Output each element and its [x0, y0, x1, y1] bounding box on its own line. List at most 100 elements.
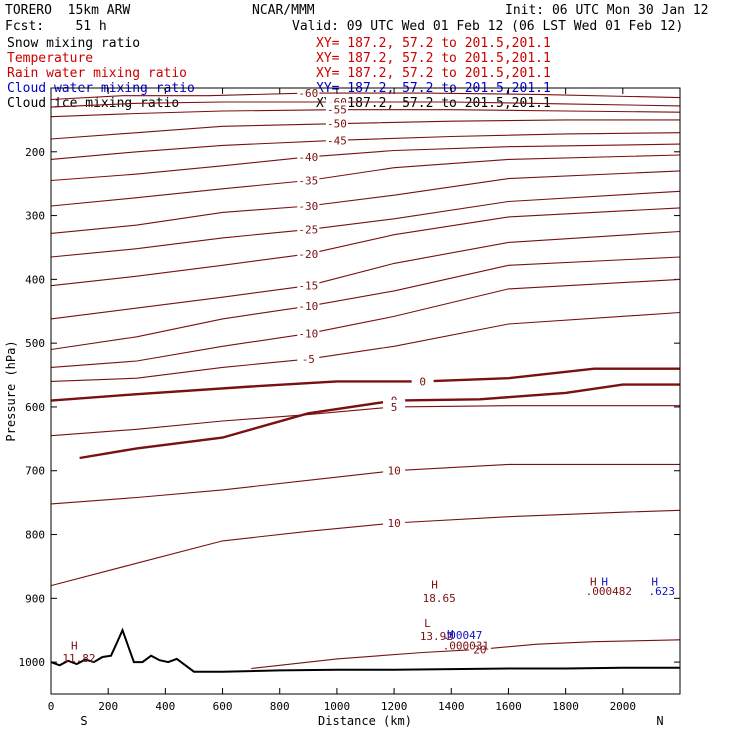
- extremum-annotation: .000482: [586, 585, 632, 598]
- isotherm-label: -45: [327, 134, 347, 147]
- y-tick-label: 600: [25, 401, 45, 414]
- terrain-line: [50, 627, 680, 673]
- extremum-annotation: L: [424, 617, 431, 630]
- y-tick-label: 500: [25, 337, 45, 350]
- isotherm-label-bg: [297, 173, 320, 186]
- isotherm-label: -10: [298, 328, 318, 341]
- x-tick-label: 400: [155, 700, 175, 713]
- isotherm-label-bg: [297, 352, 320, 365]
- extremum-annotation: H: [447, 628, 454, 641]
- x-tick-label: 1200: [381, 700, 408, 713]
- isotherm-line: [50, 311, 681, 382]
- isotherm-label-bg: [297, 246, 320, 259]
- isotherm-line: [50, 207, 681, 287]
- isotherm-label: -20: [298, 248, 318, 261]
- isotherm-label: -35: [298, 174, 318, 187]
- forecast-hour: Fcst: 51 h: [5, 19, 107, 34]
- field-name-rain: Rain water mixing ratio: [7, 66, 188, 81]
- extremum-annotation: .623: [649, 585, 676, 598]
- isotherm-label: 0: [419, 375, 426, 388]
- isotherm-label: -40: [298, 151, 318, 164]
- isotherm-label-bg: [325, 133, 348, 146]
- isotherm-line: [50, 92, 681, 101]
- extremum-annotation: .000031: [443, 639, 489, 652]
- extremum-annotation: H: [431, 579, 438, 592]
- isotherm-line: [50, 170, 681, 234]
- isotherm-label: -55: [327, 104, 347, 117]
- isotherm-label: 10: [387, 517, 400, 530]
- field-xy-snow: XY= 187.2, 57.2 to 201.5,201.1: [316, 36, 551, 51]
- y-tick-label: 200: [25, 146, 45, 159]
- isotherm-label: -25: [298, 224, 318, 237]
- isotherm-label-bg: [383, 399, 406, 412]
- isotherm-label-bg: [325, 102, 348, 115]
- isotherm-line: [50, 463, 680, 505]
- isotherm-label-bg: [383, 516, 406, 529]
- isotherm-label-bg: [297, 149, 320, 162]
- y-tick-label: 400: [25, 273, 45, 286]
- isotherm-label-bg: [297, 326, 320, 339]
- extremum-annotation: H: [590, 576, 597, 589]
- extremum-annotation: 13.92: [420, 630, 453, 643]
- isotherm-label: -50: [327, 118, 347, 131]
- isotherm-label: -10: [298, 300, 318, 313]
- x-tick-label: 600: [213, 700, 233, 713]
- y-tick-label: 700: [25, 465, 45, 478]
- plot-frame: [50, 87, 681, 695]
- isotherm-label-bg: [383, 463, 406, 476]
- extremum-annotation: H: [651, 576, 658, 589]
- isotherm-line: [50, 119, 680, 140]
- extremum-annotation: H: [71, 639, 78, 652]
- x-tick-label: 2000: [610, 700, 637, 713]
- isotherm-label: -30: [298, 200, 318, 213]
- endpoint-left-label: S: [80, 714, 87, 728]
- isotherm-label: 20: [473, 643, 486, 656]
- x-tick-label: 1600: [495, 700, 522, 713]
- isotherm-label-bg: [297, 222, 320, 235]
- agency-label: NCAR/MMM: [252, 3, 315, 18]
- y-tick-label: 800: [25, 529, 45, 542]
- isotherm-line: [50, 109, 681, 118]
- isotherm-line: [79, 383, 680, 460]
- x-tick-label: 1800: [552, 700, 579, 713]
- isotherm-line: [50, 367, 680, 402]
- extremum-annotation: 18.65: [423, 592, 456, 605]
- isotherm-label: -15: [298, 280, 318, 293]
- y-tick-label: 900: [25, 592, 45, 605]
- isotherm-label-bg: [297, 199, 320, 212]
- isotherm-label: -60: [298, 87, 318, 100]
- y-axis-label: Pressure (hPa): [4, 340, 18, 441]
- endpoint-right-label: N: [656, 714, 663, 728]
- model-title: TORERO 15km ARW: [5, 3, 131, 18]
- field-name-temperature: Temperature: [7, 51, 94, 66]
- x-tick-label: 1400: [438, 700, 465, 713]
- y-tick-label: 1000: [19, 656, 46, 669]
- x-tick-label: 800: [270, 700, 290, 713]
- isotherm-line: [50, 405, 680, 437]
- isotherm-label: 5: [391, 401, 398, 414]
- isotherm-label-bg: [325, 116, 348, 129]
- isotherm-label: -5: [302, 353, 315, 366]
- x-tick-label: 0: [48, 700, 55, 713]
- isotherm-label-bg: [297, 86, 320, 99]
- y-tick-label: 300: [25, 210, 45, 223]
- x-axis-label: Distance (km): [318, 714, 412, 728]
- isotherm-label-bg: [297, 299, 320, 312]
- isotherm-line: [50, 509, 681, 587]
- extremum-annotation: .00047: [443, 629, 483, 642]
- isotherm-label-bg: [411, 374, 434, 387]
- valid-time: Valid: 09 UTC Wed 01 Feb 12 (06 LST Wed …: [292, 19, 684, 34]
- field-name-snow: Snow mixing ratio: [7, 36, 141, 51]
- isotherm-line: [50, 101, 681, 108]
- field-xy-temperature: XY= 187.2, 57.2 to 201.5,201.1: [316, 51, 551, 66]
- field-xy-rain: XY= 187.2, 57.2 to 201.5,201.1: [316, 66, 551, 81]
- extremum-annotation: H: [601, 576, 608, 589]
- x-tick-label: 200: [98, 700, 118, 713]
- isotherm-label: 10: [387, 465, 400, 478]
- isotherm-line: [50, 278, 681, 368]
- isotherm-label-bg: [297, 278, 320, 291]
- isotherm-label-bg: [468, 642, 491, 655]
- extremum-annotation: 11.82: [62, 652, 95, 665]
- x-tick-label: 1000: [324, 700, 351, 713]
